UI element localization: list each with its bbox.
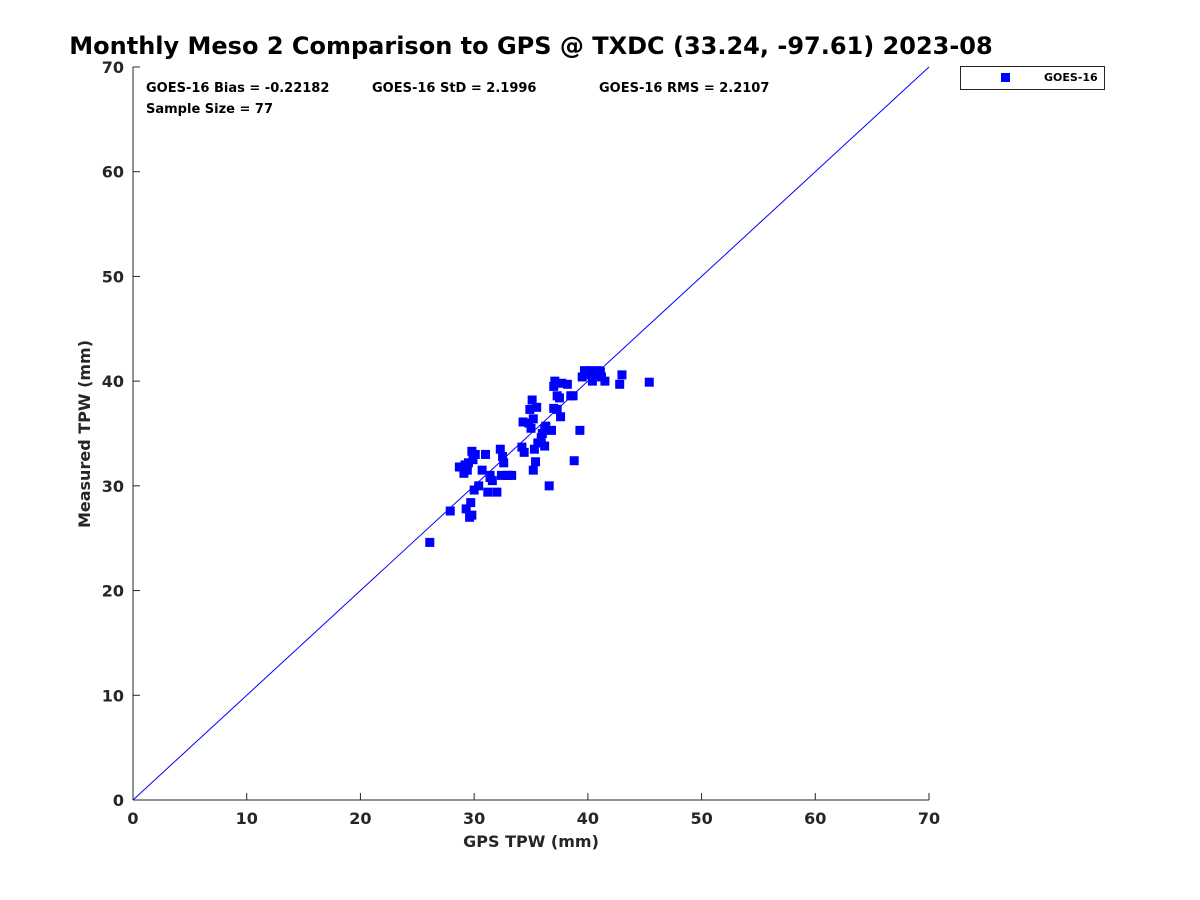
data-point: [556, 412, 566, 422]
data-point: [525, 404, 535, 414]
one-to-one-reference-line: [132, 66, 930, 801]
data-point: [533, 438, 543, 448]
data-point: [467, 510, 477, 520]
std-annotation: GOES-16 StD = 2.1996: [372, 81, 536, 96]
data-point: [585, 366, 595, 376]
data-point: [540, 441, 550, 451]
bias-annotation: GOES-16 Bias = -0.22182: [146, 81, 329, 96]
data-point: [466, 498, 476, 508]
data-point: [529, 444, 539, 454]
data-point: [568, 391, 578, 401]
data-point: [562, 379, 572, 389]
plot-area: 0 10 20 30 40 50 60 70 0 10 20 30 40 50 60 70: [102, 58, 940, 828]
x-tick-label: 40: [577, 809, 599, 828]
chart-title: Monthly Meso 2 Comparison to GPS @ TXDC …: [69, 32, 992, 60]
data-point: [468, 455, 478, 465]
series-goes-16-points: [425, 366, 654, 547]
data-point: [544, 481, 554, 491]
data-point: [483, 487, 493, 497]
data-point: [458, 462, 468, 472]
x-tick-label: 0: [127, 809, 138, 828]
data-point: [461, 504, 471, 514]
legend-label-goes-16: GOES-16: [1044, 71, 1098, 84]
data-point: [531, 457, 541, 467]
data-point: [546, 425, 556, 435]
x-axis-ticks: 0 10 20 30 40 50 60 70: [127, 793, 940, 828]
sample-size-annotation: Sample Size = 77: [146, 102, 273, 117]
data-point: [503, 470, 513, 480]
data-point: [550, 376, 560, 386]
legend-box: [960, 66, 1105, 90]
data-point: [587, 376, 597, 386]
data-point: [541, 421, 551, 431]
data-point: [470, 449, 480, 459]
data-point: [557, 378, 567, 388]
data-point: [532, 402, 542, 412]
x-tick-label: 10: [236, 809, 258, 828]
data-point: [445, 506, 455, 516]
data-point: [492, 487, 502, 497]
data-point: [425, 537, 435, 547]
data-point: [549, 381, 559, 391]
data-point: [469, 485, 479, 495]
legend: GOES-16: [960, 66, 1105, 90]
y-tick-label: 0: [113, 791, 124, 810]
data-point: [554, 393, 564, 403]
data-point: [528, 414, 538, 424]
data-point: [575, 425, 585, 435]
x-tick-label: 50: [690, 809, 712, 828]
data-point: [462, 465, 472, 475]
x-tick-label: 20: [349, 809, 371, 828]
x-tick-label: 60: [804, 809, 826, 828]
y-tick-label: 40: [102, 372, 124, 391]
data-point: [498, 452, 508, 462]
data-point: [499, 458, 509, 468]
data-point: [517, 442, 527, 452]
x-tick-label: 30: [463, 809, 485, 828]
data-point: [595, 367, 605, 377]
data-point: [519, 447, 529, 457]
rms-annotation: GOES-16 RMS = 2.2107: [599, 81, 769, 96]
data-point: [526, 423, 536, 433]
x-tick-label: 70: [918, 809, 940, 828]
data-point: [569, 456, 579, 466]
data-point: [474, 481, 484, 491]
data-point: [485, 470, 495, 480]
y-axis-label: Measured TPW (mm): [75, 340, 94, 528]
data-point: [615, 379, 625, 389]
data-point: [524, 418, 534, 428]
y-tick-label: 50: [102, 267, 124, 286]
y-tick-label: 60: [102, 163, 124, 182]
y-tick-label: 20: [102, 582, 124, 601]
data-point: [463, 458, 473, 468]
data-point: [528, 465, 538, 475]
data-point: [644, 377, 654, 387]
data-point: [617, 370, 627, 380]
data-point: [577, 372, 587, 382]
y-tick-label: 70: [102, 58, 124, 77]
x-axis-label: GPS TPW (mm): [463, 832, 599, 851]
data-point: [487, 476, 497, 486]
legend-marker-square: [1001, 73, 1010, 82]
data-point: [518, 417, 528, 427]
data-point: [527, 395, 537, 405]
data-point: [495, 444, 505, 454]
data-point: [481, 449, 491, 459]
data-point: [496, 470, 506, 480]
data-point: [600, 376, 610, 386]
y-tick-label: 30: [102, 477, 124, 496]
data-point: [477, 465, 487, 475]
data-point: [552, 404, 562, 414]
y-axis-ticks: 0 10 20 30 40 50 60 70: [102, 58, 140, 810]
y-tick-label: 10: [102, 686, 124, 705]
